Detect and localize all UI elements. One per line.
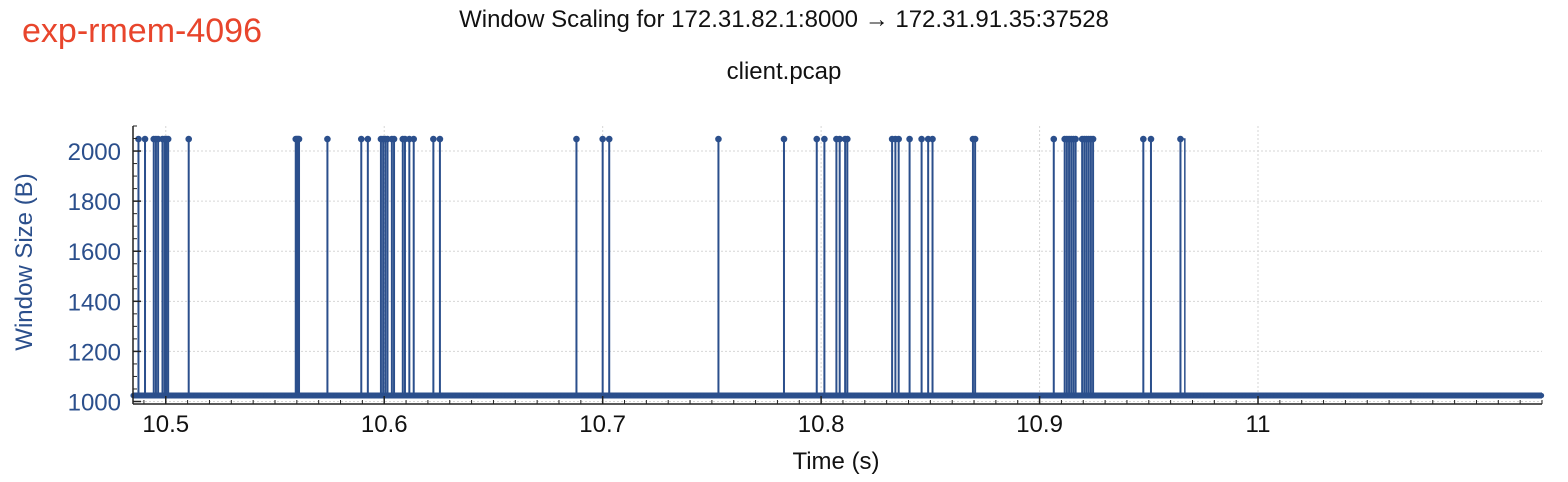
- x-axis-label: Time (s): [792, 448, 879, 475]
- peak-point: [324, 135, 331, 143]
- peak-point: [599, 135, 606, 143]
- x-tick-label: 11: [1246, 411, 1271, 438]
- peak-point: [906, 135, 913, 143]
- peak-point: [1072, 135, 1079, 143]
- series-window-size: [130, 135, 1545, 399]
- x-tick-label: 10.5: [142, 411, 189, 438]
- peak-point: [410, 135, 418, 143]
- peak-point: [605, 135, 613, 143]
- peak-point: [1177, 135, 1184, 143]
- peak-point: [164, 135, 172, 143]
- x-tick-label: 10.7: [579, 411, 626, 438]
- peak-point: [135, 135, 142, 143]
- peak-point: [357, 135, 365, 143]
- peak-point: [813, 135, 821, 143]
- y-tick-label: 2000: [68, 139, 121, 166]
- peak-point: [844, 135, 851, 143]
- peak-point: [895, 135, 902, 143]
- y-tick-label: 1600: [68, 239, 121, 266]
- peak-point: [929, 135, 936, 143]
- peak-point: [573, 135, 580, 143]
- peak-point: [821, 135, 828, 143]
- y-axis-label: Window Size (B): [11, 173, 38, 350]
- peak-point: [295, 135, 303, 143]
- peak-point: [780, 135, 788, 143]
- x-tick-label: 10.6: [361, 411, 408, 438]
- chart-subtitle: client.pcap: [726, 58, 842, 85]
- peak-point: [430, 135, 437, 143]
- peak-point: [715, 135, 722, 143]
- peak-point: [141, 135, 149, 143]
- peak-point: [1089, 135, 1097, 143]
- peak-point: [1050, 135, 1058, 143]
- peak-point: [436, 135, 444, 143]
- peak-point: [918, 135, 925, 143]
- peak-point: [185, 135, 193, 143]
- grid-lines: [133, 126, 1542, 404]
- y-tick-label: 1800: [68, 189, 121, 216]
- peak-point: [1147, 135, 1155, 143]
- chart-title: Window Scaling for 172.31.82.1:8000 → 17…: [459, 6, 1109, 33]
- peak-point: [364, 135, 372, 143]
- peak-point: [836, 135, 843, 143]
- x-tick-label: 10.8: [798, 411, 845, 438]
- x-tick-label: 10.9: [1016, 411, 1063, 438]
- y-tick-label: 1200: [68, 339, 121, 366]
- axes: 10.5 10.6 10.7 10.8 10.9 11 1000 1200 1400 1600 18…: [68, 125, 1543, 438]
- peak-point: [390, 135, 398, 143]
- y-tick-label: 1000: [68, 389, 121, 416]
- final-step: [1180, 138, 1186, 396]
- peak-point: [1140, 135, 1147, 143]
- baseline-point: [1538, 392, 1545, 399]
- experiment-tag: exp-rmem-4096: [22, 12, 262, 50]
- peak-point: [971, 135, 979, 143]
- y-tick-label: 1400: [68, 289, 121, 316]
